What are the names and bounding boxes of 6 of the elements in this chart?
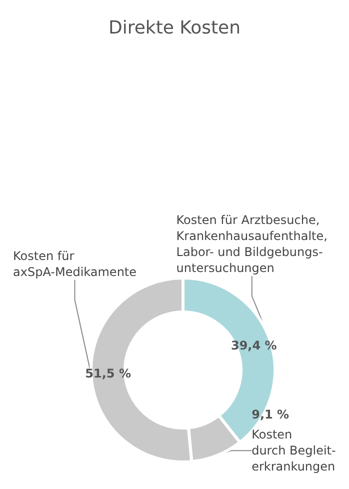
data-label: 9,1 % — [252, 408, 290, 422]
slice-label: Kosten für Arztbesuche, Krankenhausaufenthalte, Labor- und Bildgebungs- untersuchungen — [176, 213, 328, 276]
slice-label: Kosten durch Begleit- erkrankungen — [252, 428, 336, 474]
data-label: 51,5 % — [85, 366, 131, 381]
slice-label: Kosten für axSpA-Medikamente — [13, 248, 137, 279]
chart-title: Direkte Kosten — [108, 18, 241, 38]
